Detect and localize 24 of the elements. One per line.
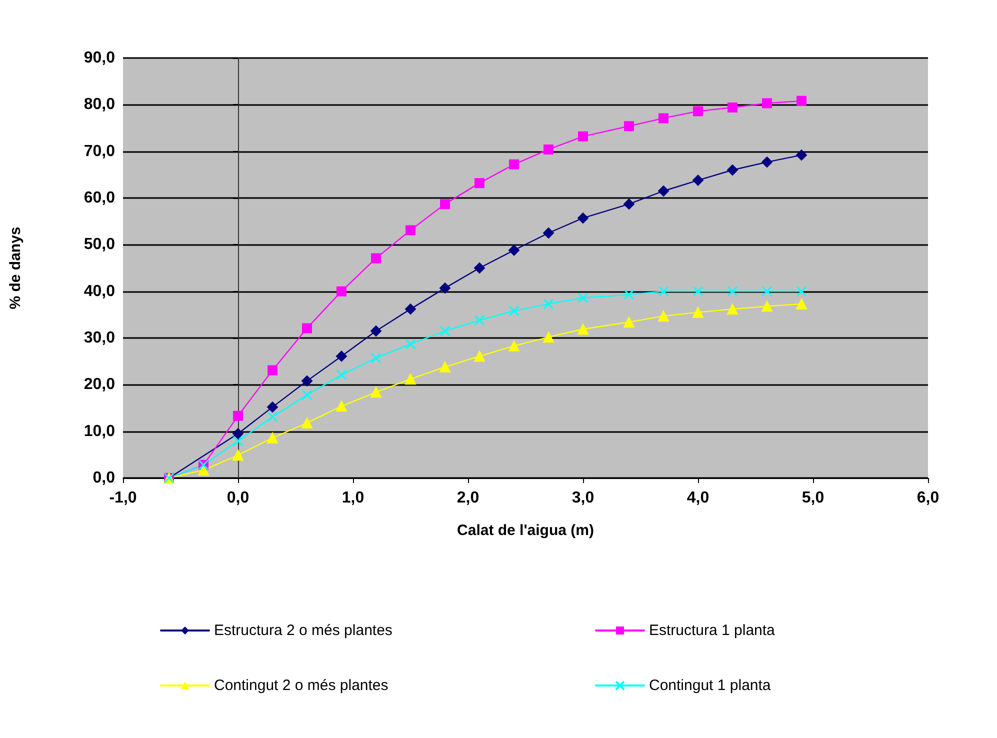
x-tick-label: 1,0 [342, 490, 364, 506]
y-tick-label: 20,0 [84, 376, 116, 394]
legend-label: Contingut 2 o més plantes [214, 677, 388, 694]
x-tick-label: 4,0 [686, 490, 710, 506]
legend-label: Estructura 2 o més plantes [214, 622, 392, 639]
x-tick-label: 3,0 [572, 490, 594, 506]
y-tick-label: 50,0 [84, 236, 116, 254]
y-tick-label: 80,0 [84, 96, 116, 114]
y-tick-label: 40,0 [84, 282, 116, 300]
y-tick-label: 30,0 [84, 330, 116, 346]
x-tick-label: 0,0 [226, 490, 250, 506]
y-tick-label: 10,0 [84, 422, 116, 440]
y-tick-label: 60,0 [84, 190, 116, 206]
x-axis-title: Calat de l'aigua (m) [457, 522, 594, 539]
legend-label: Contingut 1 planta [649, 677, 772, 694]
x-tick-label: -1,0 [109, 490, 137, 506]
y-axis-title: % de danys [7, 226, 24, 310]
x-tick-label: 2,0 [456, 490, 480, 506]
x-tick-label: 5,0 [802, 490, 824, 506]
y-tick-label: 70,0 [84, 142, 116, 160]
legend-label: Estructura 1 planta [649, 622, 776, 639]
y-tick-label: 0,0 [92, 470, 116, 486]
y-tick-label: 90,0 [84, 50, 116, 66]
x-tick-label: 6,0 [916, 490, 940, 506]
